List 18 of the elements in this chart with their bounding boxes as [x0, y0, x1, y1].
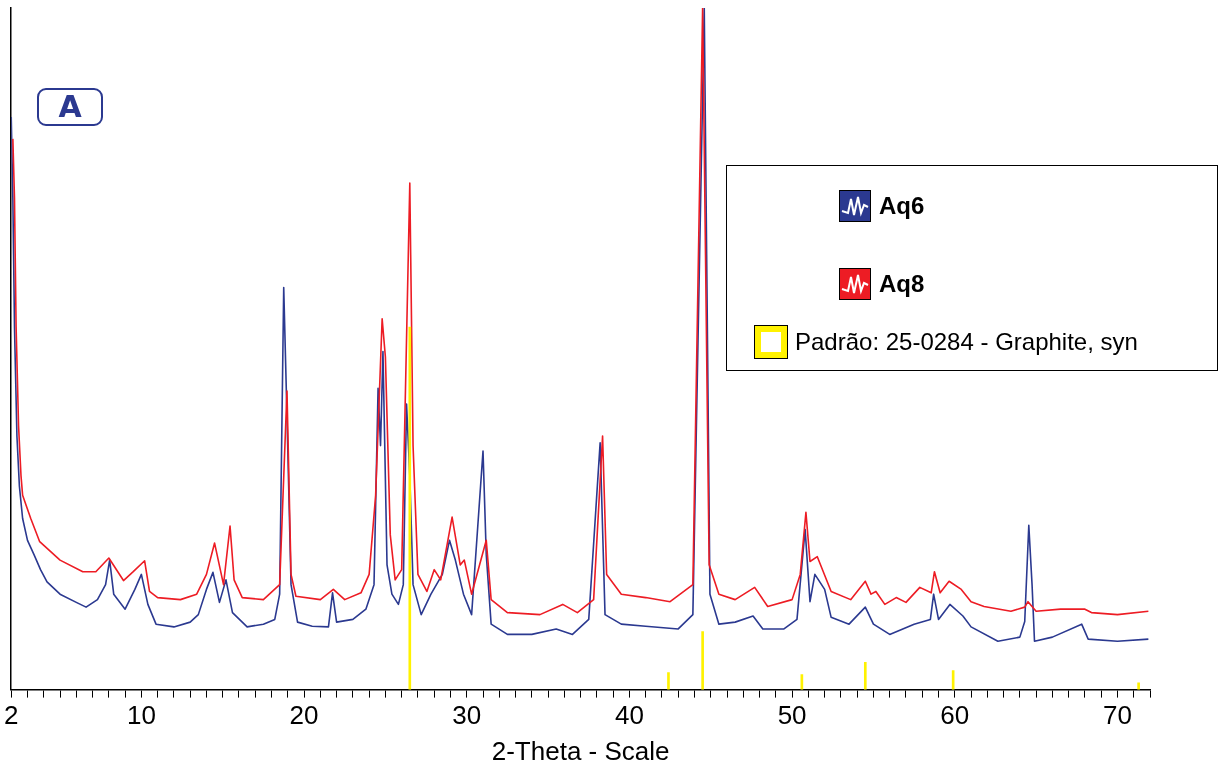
x-tick-label: 50 — [777, 700, 807, 731]
x-tick-label: 20 — [289, 700, 319, 731]
bar — [701, 631, 704, 690]
x-axis-title: 2-Theta - Scale — [491, 735, 670, 766]
x-tick-label: 10 — [126, 700, 156, 731]
x-tick-label: 40 — [614, 700, 644, 731]
x-tick-label: 70 — [1103, 700, 1132, 731]
legend-label: Padrão: 25-0284 - Graphite, syn — [795, 328, 1138, 356]
bar — [408, 326, 412, 690]
x-tick-label: 60 — [940, 700, 970, 731]
bar — [863, 662, 867, 690]
x-tick-label: 30 — [452, 700, 482, 731]
legend-label: Aq8 — [879, 270, 925, 298]
x-tick-label: 2 — [4, 700, 19, 731]
legend-label: Aq6 — [879, 192, 925, 220]
annotation: A — [37, 88, 103, 126]
bar — [1137, 682, 1140, 690]
bar — [667, 672, 670, 690]
